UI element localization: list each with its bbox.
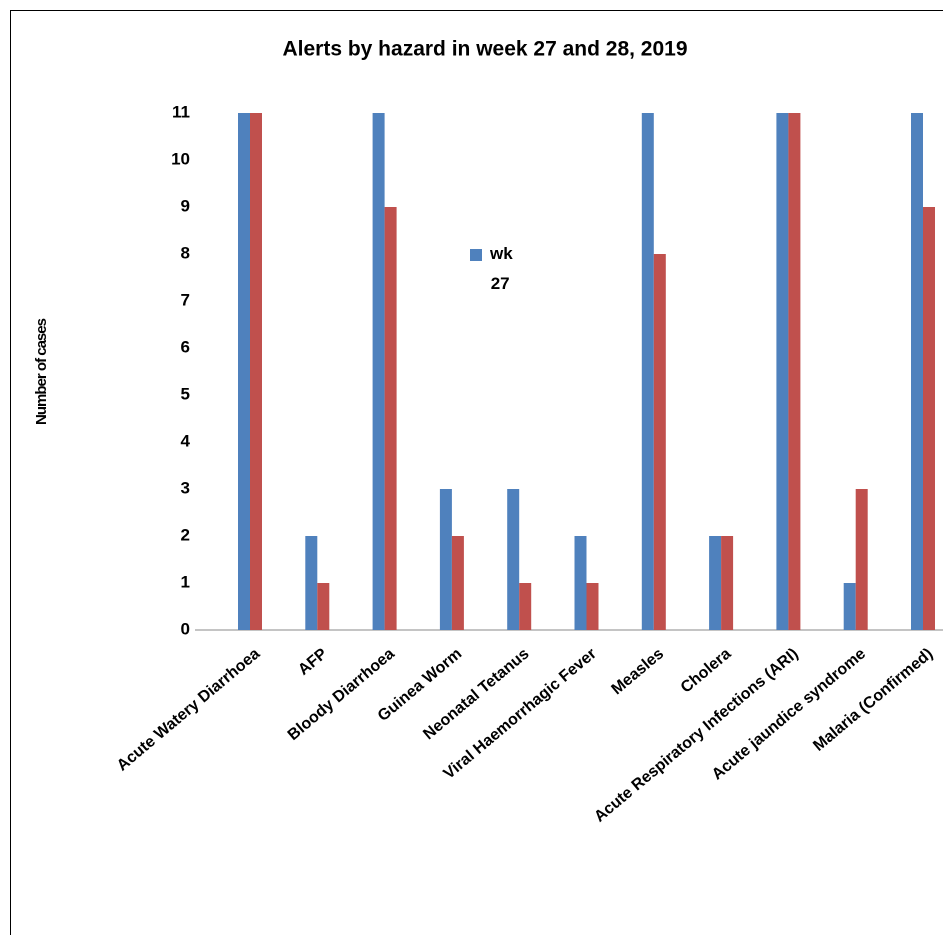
bar	[923, 207, 935, 630]
x-tick-label: Measles	[608, 645, 667, 698]
bar	[653, 254, 666, 630]
bar	[439, 489, 452, 630]
y-axis-label: Number of cases	[33, 318, 50, 425]
y-tick-label: 6	[181, 337, 190, 356]
y-tick-label: 0	[181, 619, 190, 638]
bar	[519, 583, 532, 630]
chart-border	[10, 10, 943, 935]
legend-label: wk 27	[486, 244, 513, 293]
bar	[855, 489, 868, 630]
bar	[709, 536, 722, 630]
bar	[384, 207, 397, 630]
y-tick-label: 2	[181, 525, 190, 544]
bar	[721, 536, 734, 630]
x-tick-label: AFP	[295, 645, 331, 679]
legend-label-part: 27	[486, 274, 510, 293]
bar	[250, 113, 262, 630]
bar	[788, 113, 801, 630]
bar	[574, 536, 587, 630]
y-tick-label: 10	[171, 149, 190, 168]
bar	[451, 536, 464, 630]
bar	[586, 583, 599, 630]
bar	[776, 113, 789, 630]
x-tick-label: Cholera	[678, 645, 735, 696]
x-tick-label: Malaria (Confirmed)	[810, 645, 936, 755]
y-tick-label: 3	[181, 478, 190, 497]
y-tick-label: 8	[181, 243, 190, 262]
legend-swatch	[470, 249, 482, 261]
y-tick-label: 9	[181, 196, 190, 215]
legend-label-part: wk	[489, 244, 513, 263]
bar	[238, 113, 250, 630]
y-tick-label: 1	[181, 572, 190, 591]
y-tick-label: 5	[181, 384, 190, 403]
bar	[317, 583, 330, 630]
bar	[305, 536, 318, 630]
y-tick-label: 7	[181, 290, 190, 309]
bar	[507, 489, 520, 630]
chart-title: Alerts by hazard in week 27 and 28, 2019	[282, 38, 687, 61]
bar	[372, 113, 385, 630]
y-tick-label: 4	[181, 431, 191, 450]
bar	[641, 113, 654, 630]
bar	[911, 113, 923, 630]
y-tick-label: 11	[172, 102, 190, 121]
bar	[843, 583, 856, 630]
x-tick-label: Acute Watery Diarrhoea	[114, 645, 264, 774]
